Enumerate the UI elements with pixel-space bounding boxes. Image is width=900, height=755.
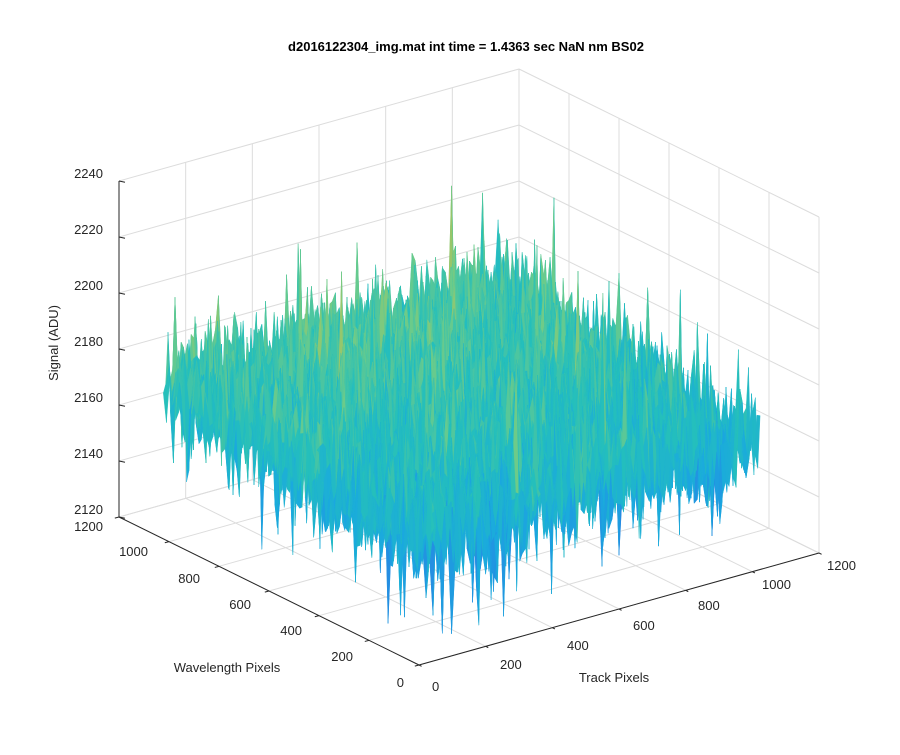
surface-plot: 2240 2220 2200 2180 2160 2140 2120 1200 … [0,0,900,750]
figure: 2240 2220 2200 2180 2160 2140 2120 1200 … [0,0,900,750]
